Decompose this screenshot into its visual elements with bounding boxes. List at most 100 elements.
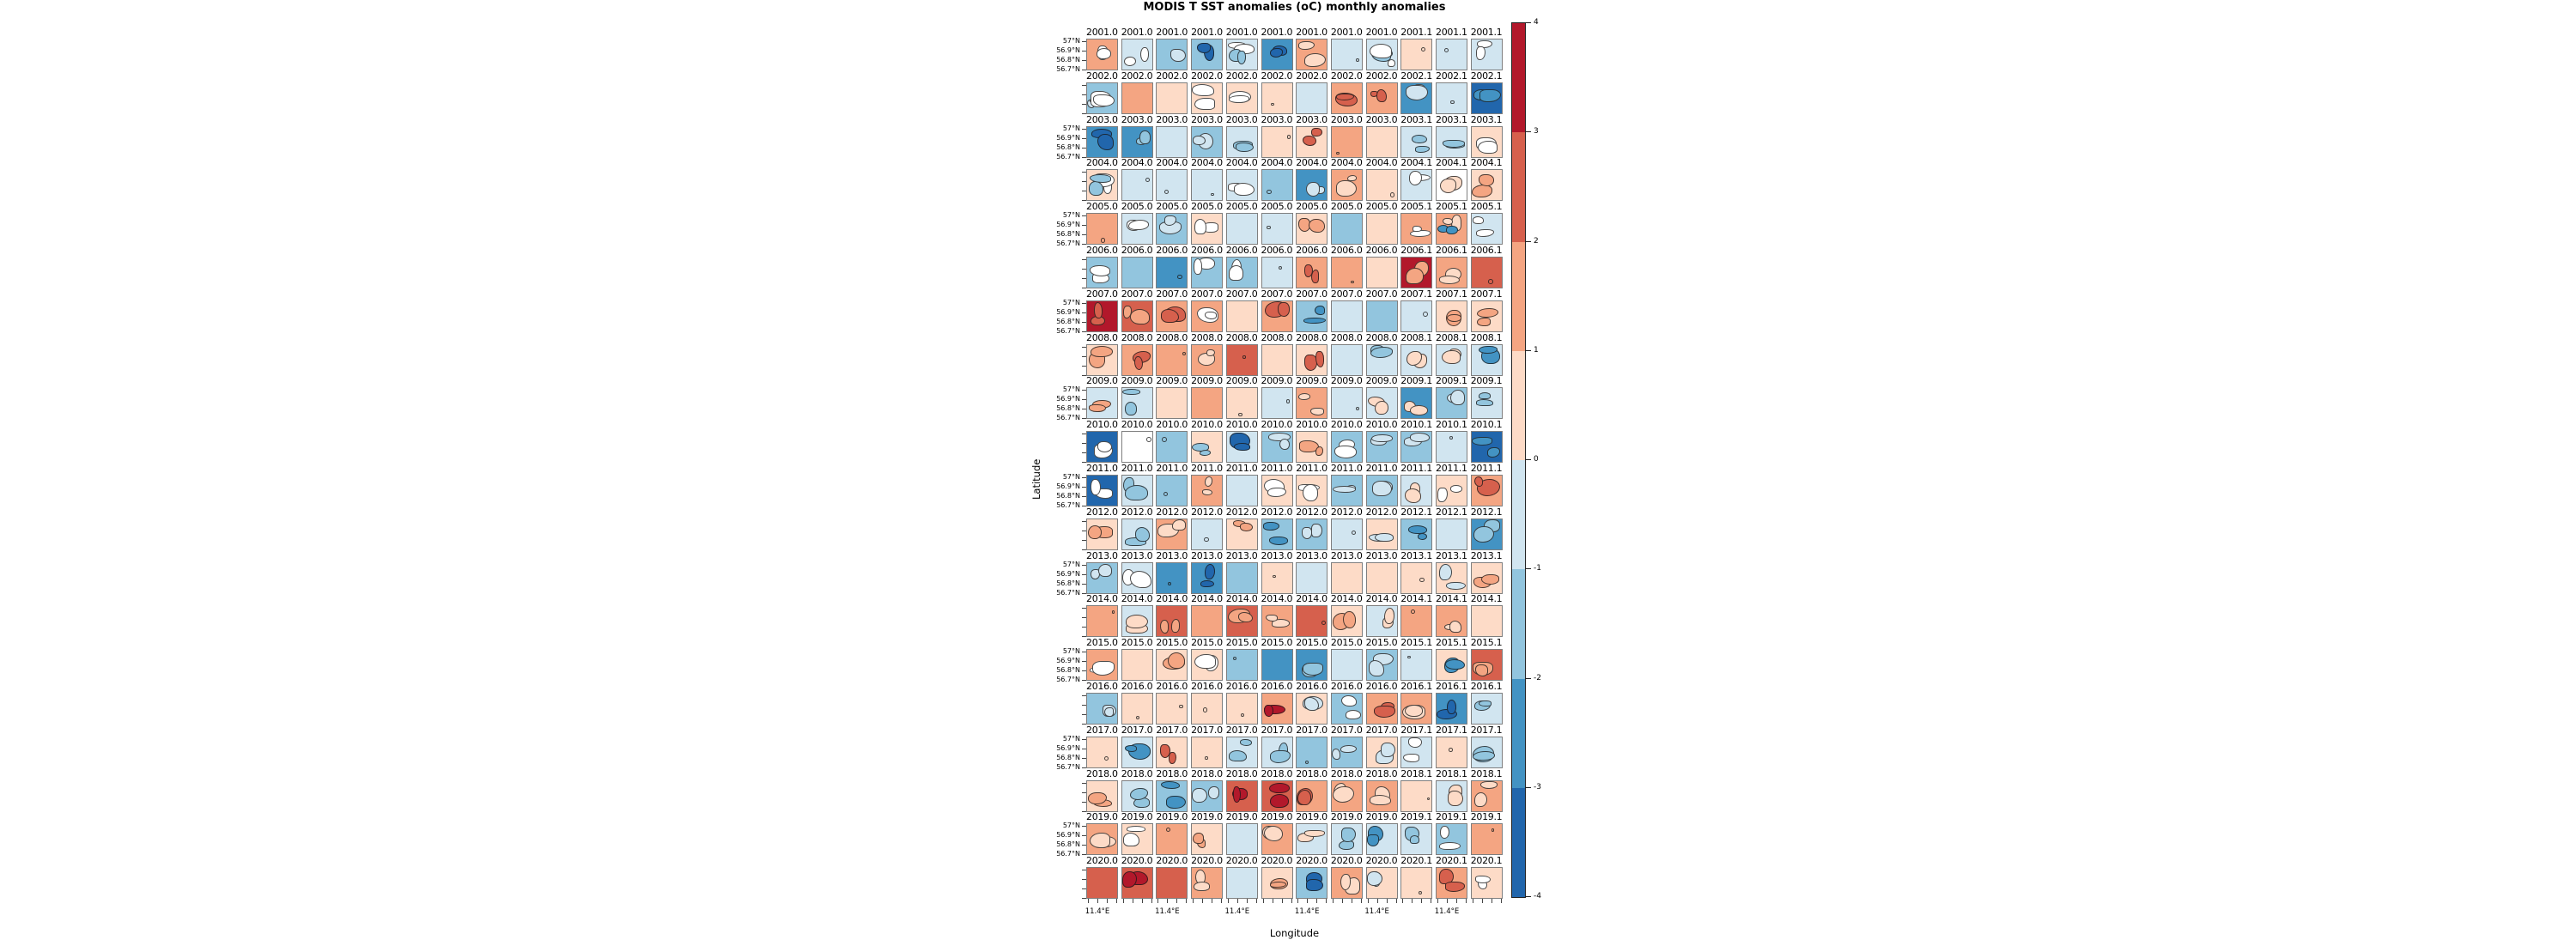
contour-speck: [1211, 192, 1214, 197]
x-axis-tick: [1437, 899, 1438, 904]
facet-panel-title: 2018.04: [1191, 767, 1223, 779]
contour-blob: [1408, 171, 1423, 186]
facet-panel-title: 2011.02: [1121, 463, 1153, 474]
contour-blob: [1264, 704, 1273, 718]
facet-panel: [1296, 475, 1328, 506]
y-axis-tick: [1082, 496, 1086, 497]
contour-blob: [1269, 537, 1288, 545]
contour-blob: [1193, 258, 1203, 275]
facet-panel-title: 2005.06: [1261, 201, 1293, 213]
y-axis-tick: [1082, 826, 1086, 828]
facet-panel: [1191, 518, 1224, 550]
facet-panel: [1365, 125, 1398, 158]
contour-blob: [1303, 483, 1318, 501]
facet-panel-title: 2007.11: [1436, 288, 1467, 300]
contour-blob: [1333, 785, 1354, 803]
facet-panel: [1156, 518, 1188, 550]
facet-panel-title: 2006.04: [1191, 245, 1223, 256]
facet-panel: [1225, 82, 1258, 114]
contour-speck: [1242, 355, 1246, 359]
facet-panel-title: 2015.10: [1400, 637, 1432, 649]
contour-blob: [1279, 439, 1291, 451]
y-axis-tick: [1082, 355, 1086, 357]
facet-panel-title: 2007.05: [1225, 288, 1258, 300]
facet-panel: [1365, 779, 1398, 812]
facet-panel: [1436, 431, 1467, 464]
colorbar-segment: [1512, 460, 1525, 570]
y-axis-tick: [1082, 181, 1086, 183]
x-axis-tick: [1412, 899, 1413, 904]
facet-panel: [1330, 561, 1363, 594]
facet-panel: [1470, 736, 1503, 768]
facet-panel-title: 2009.07: [1296, 375, 1327, 387]
facet-panel: [1156, 649, 1188, 682]
facet-panel-title: 2017.11: [1436, 724, 1467, 736]
colorbar-segment: [1512, 678, 1525, 788]
contour-blob: [1122, 870, 1138, 888]
facet-panel-title: 2007.06: [1261, 288, 1293, 300]
y-axis-tick: [1082, 365, 1086, 367]
facet-panel: [1470, 649, 1503, 682]
colorbar-tick: [1526, 786, 1531, 788]
facet-panel-title: 2008.10: [1400, 331, 1432, 343]
contour-speck: [1111, 610, 1115, 614]
colorbar-tick: [1526, 459, 1531, 460]
contour-blob: [1445, 658, 1465, 670]
lat-tick-label: 56.9°N: [1056, 482, 1080, 490]
contour-blob: [1303, 52, 1327, 67]
facet-panel-title: 2018.03: [1156, 767, 1188, 779]
contour-speck: [1202, 707, 1208, 713]
facet-panel-title: 2004.03: [1156, 157, 1188, 169]
y-axis-tick: [1082, 845, 1086, 846]
lat-tick-label: 56.7°N: [1056, 501, 1080, 509]
facet-panel-title: 2011.03: [1156, 463, 1188, 474]
x-axis-tick: [1291, 899, 1292, 904]
facet-panel: [1156, 257, 1188, 288]
x-axis-tick: [1107, 899, 1108, 904]
facet-panel-title: 2015.05: [1225, 637, 1258, 649]
contour-blob: [1094, 302, 1103, 318]
lon-tick-label: 11.4°E: [1294, 907, 1320, 917]
facet-panel-title: 2010.10: [1400, 419, 1432, 431]
contour-blob: [1302, 662, 1323, 676]
facet-panel: [1156, 693, 1188, 725]
y-axis-tick: [1082, 234, 1086, 236]
colorbar-segment: [1512, 132, 1525, 242]
contour-blob: [1369, 44, 1393, 58]
facet-panel-title: 2001.08: [1330, 27, 1363, 38]
facet-panel-title: 2008.11: [1436, 331, 1467, 343]
facet-panel: [1121, 561, 1153, 594]
facet-panel: [1086, 431, 1118, 464]
contour-blob: [1097, 440, 1113, 453]
facet-panel: [1225, 823, 1258, 856]
facet-panel: [1191, 343, 1224, 376]
contour-blob: [1088, 525, 1102, 539]
facet-panel: [1436, 867, 1467, 900]
contour-blob: [1299, 440, 1320, 452]
contour-blob: [1139, 130, 1151, 144]
facet-panel-title: 2011.11: [1436, 463, 1467, 474]
facet-panel: [1261, 125, 1293, 158]
facet-panel-title: 2019.10: [1400, 811, 1432, 823]
x-axis-tick: [1246, 899, 1248, 904]
y-axis-tick: [1082, 346, 1086, 348]
facet-panel-title: 2013.08: [1330, 549, 1363, 561]
contour-blob: [1341, 694, 1358, 706]
facet-panel-title: 2008.07: [1296, 331, 1327, 343]
contour-blob: [1303, 317, 1327, 324]
facet-panel: [1261, 431, 1293, 464]
facet-panel-title: 2002.12: [1470, 70, 1503, 82]
x-axis-label: Longitude: [1269, 927, 1320, 939]
contour-speck: [1427, 797, 1431, 800]
facet-panel-title: 2005.09: [1365, 201, 1398, 213]
contour-blob: [1333, 485, 1356, 493]
contour-blob: [1192, 787, 1207, 803]
facet-panel-title: 2009.05: [1225, 375, 1258, 387]
y-axis-tick: [1082, 705, 1086, 706]
x-axis-tick: [1221, 899, 1223, 904]
facet-panel-title: 2017.03: [1156, 724, 1188, 736]
contour-blob: [1167, 652, 1185, 670]
lon-tick-label: 11.4°E: [1434, 907, 1460, 917]
facet-panel-title: 2002.10: [1400, 70, 1432, 82]
facet-panel: [1470, 125, 1503, 158]
